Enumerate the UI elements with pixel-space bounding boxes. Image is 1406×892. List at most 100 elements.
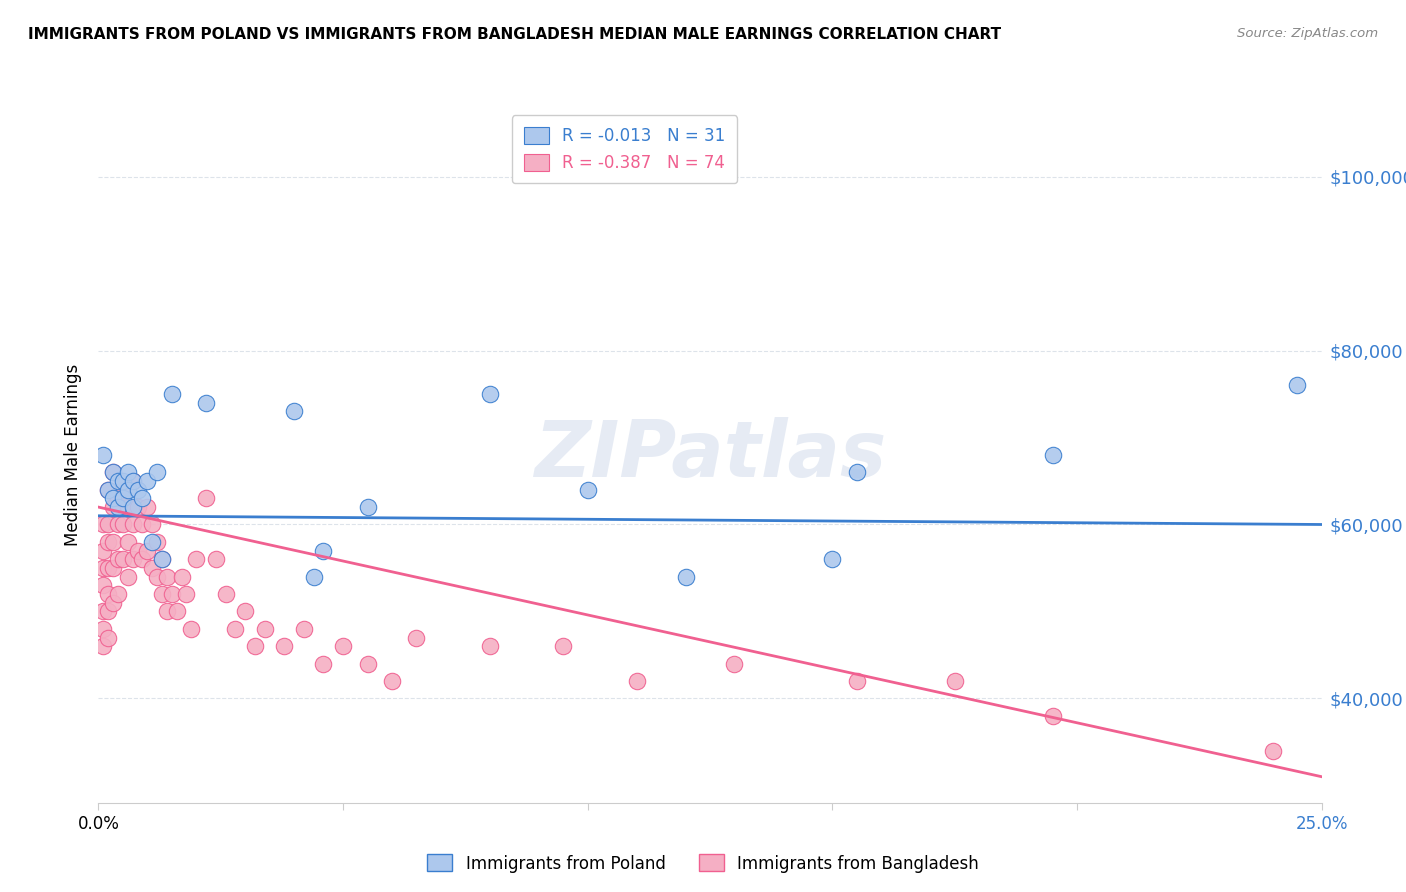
Point: [117, 466, 139, 480]
Point: [146, 466, 169, 480]
Point: [97, 561, 120, 575]
Point: [91, 561, 114, 575]
Point: [195, 396, 218, 410]
Point: [160, 587, 183, 601]
Point: [117, 500, 139, 515]
Point: [186, 552, 208, 566]
Point: [180, 622, 202, 636]
Point: [97, 631, 120, 645]
Point: [233, 605, 256, 619]
Point: [97, 605, 120, 619]
Point: [91, 517, 114, 532]
Point: [150, 552, 173, 566]
Point: [1261, 744, 1284, 758]
Point: [150, 587, 173, 601]
Y-axis label: Median Male Earnings: Median Male Earnings: [65, 364, 83, 546]
Point: [91, 543, 114, 558]
Legend: R = -0.013   N = 31, R = -0.387   N = 74: R = -0.013 N = 31, R = -0.387 N = 74: [512, 115, 737, 184]
Point: [405, 631, 427, 645]
Point: [111, 552, 134, 566]
Point: [101, 596, 124, 610]
Point: [150, 552, 173, 566]
Point: [1286, 378, 1309, 392]
Point: [141, 561, 163, 575]
Point: [91, 578, 114, 592]
Point: [131, 517, 153, 532]
Point: [156, 570, 179, 584]
Point: [146, 570, 169, 584]
Point: [111, 483, 134, 497]
Point: [302, 570, 325, 584]
Point: [101, 535, 124, 549]
Point: [845, 466, 868, 480]
Point: [1042, 708, 1064, 723]
Point: [107, 517, 129, 532]
Point: [107, 587, 129, 601]
Point: [626, 674, 648, 689]
Point: [127, 500, 149, 515]
Point: [176, 587, 198, 601]
Point: [101, 500, 124, 515]
Point: [136, 543, 159, 558]
Point: [117, 570, 139, 584]
Point: [166, 605, 188, 619]
Point: [101, 491, 124, 506]
Point: [156, 605, 179, 619]
Point: [478, 387, 501, 401]
Point: [146, 535, 169, 549]
Point: [243, 639, 266, 653]
Point: [107, 491, 129, 506]
Point: [478, 639, 501, 653]
Point: [107, 474, 129, 488]
Point: [107, 552, 129, 566]
Point: [111, 517, 134, 532]
Point: [141, 535, 163, 549]
Point: [283, 404, 305, 418]
Point: [675, 570, 697, 584]
Point: [91, 605, 114, 619]
Point: [121, 552, 143, 566]
Point: [107, 500, 129, 515]
Point: [273, 639, 295, 653]
Point: [97, 517, 120, 532]
Point: [121, 500, 143, 515]
Point: [1042, 448, 1064, 462]
Point: [136, 500, 159, 515]
Point: [253, 622, 276, 636]
Point: [553, 639, 575, 653]
Point: [160, 387, 183, 401]
Point: [224, 622, 246, 636]
Point: [845, 674, 868, 689]
Point: [91, 639, 114, 653]
Point: [332, 639, 354, 653]
Point: [97, 587, 120, 601]
Point: [723, 657, 745, 671]
Point: [943, 674, 966, 689]
Point: [97, 483, 120, 497]
Text: Source: ZipAtlas.com: Source: ZipAtlas.com: [1237, 27, 1378, 40]
Text: ZIPatlas: ZIPatlas: [534, 417, 886, 493]
Point: [576, 483, 599, 497]
Point: [312, 657, 335, 671]
Point: [127, 483, 149, 497]
Point: [292, 622, 315, 636]
Point: [356, 500, 378, 515]
Point: [821, 552, 844, 566]
Point: [117, 535, 139, 549]
Point: [356, 657, 378, 671]
Point: [111, 474, 134, 488]
Point: [101, 466, 124, 480]
Point: [214, 587, 236, 601]
Point: [205, 552, 228, 566]
Point: [312, 543, 335, 558]
Legend: Immigrants from Poland, Immigrants from Bangladesh: Immigrants from Poland, Immigrants from …: [420, 847, 986, 880]
Point: [136, 474, 159, 488]
Point: [121, 517, 143, 532]
Point: [117, 483, 139, 497]
Point: [111, 491, 134, 506]
Point: [97, 483, 120, 497]
Point: [101, 561, 124, 575]
Point: [121, 474, 143, 488]
Point: [101, 466, 124, 480]
Point: [381, 674, 404, 689]
